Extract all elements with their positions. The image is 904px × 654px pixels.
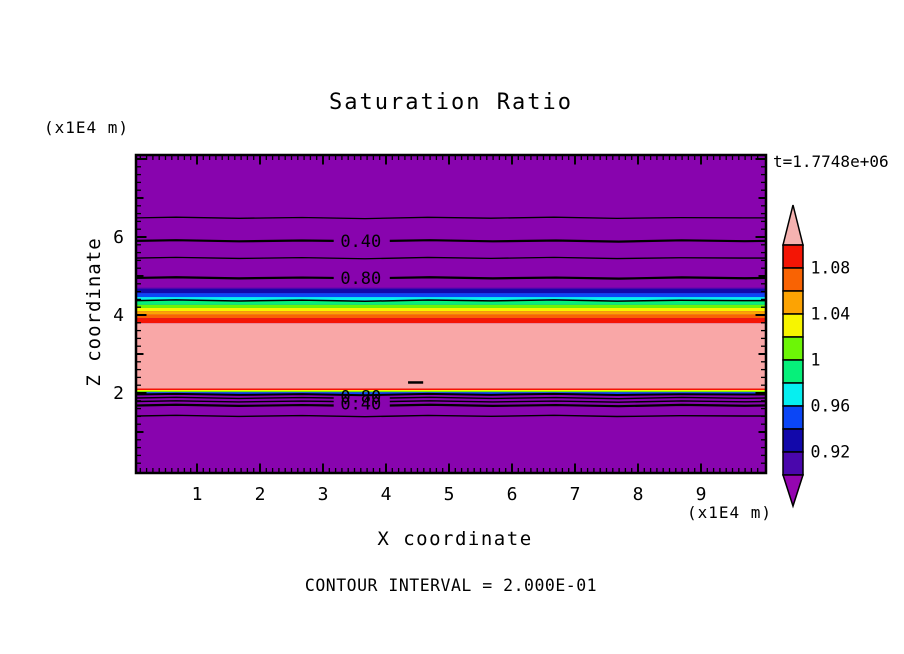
contour-line-0.6-7 xyxy=(389,400,766,403)
contour-line-0.4-1 xyxy=(136,239,334,243)
x-tick-label-5: 5 xyxy=(444,484,455,505)
contour-label-2: 0.80 xyxy=(340,388,381,408)
saturation-band-1 xyxy=(136,289,766,294)
contour-line-0.4-8 xyxy=(389,403,766,408)
saturation-band-6 xyxy=(136,307,766,312)
contour-line-0.4-1 xyxy=(389,239,766,243)
time-annotation: t=1.7748e+06 xyxy=(773,152,889,171)
saturation-band-8 xyxy=(136,314,766,319)
colorbar-cell-2 xyxy=(782,290,804,315)
colorbar-over-arrow xyxy=(782,204,804,246)
contour-line-0.8-3 xyxy=(136,276,334,280)
contour-line-0.8-6 xyxy=(136,396,334,400)
colorbar-cell-9 xyxy=(782,451,804,476)
x-tick-label-9: 9 xyxy=(696,484,707,505)
saturation-band-4 xyxy=(136,300,766,305)
y-tick-label-6: 6 xyxy=(113,227,124,248)
contour-line-0.2-0 xyxy=(136,216,766,220)
contour-line-0.6-7 xyxy=(136,400,334,403)
x-tick-label-4: 4 xyxy=(381,484,392,505)
contour-line-0.8-6 xyxy=(389,396,766,400)
saturation-band-5 xyxy=(136,304,766,308)
colorbar-cell-5 xyxy=(782,359,804,384)
contour-line-0.4-8 xyxy=(136,403,334,407)
contour-label-3: 0.40 xyxy=(340,395,381,415)
saturation-band-11 xyxy=(136,388,766,390)
x-axis-unit-label: (x1E4 m) xyxy=(686,503,772,522)
x-tick-label-1: 1 xyxy=(192,484,203,505)
contour-line-1.0-5 xyxy=(136,392,766,397)
colorbar-label-1: 1 xyxy=(811,351,821,370)
saturation-band-2 xyxy=(136,293,766,298)
colorbar-cell-8 xyxy=(782,428,804,453)
colorbar-under-arrow xyxy=(781,474,805,509)
saturation-band-12 xyxy=(136,389,766,392)
contour-line-0.2-9 xyxy=(136,414,766,418)
x-tick-label-3: 3 xyxy=(318,484,329,505)
colorbar-cell-6 xyxy=(782,382,804,407)
x-tick-label-7: 7 xyxy=(570,484,581,505)
contour-label-1: 0.80 xyxy=(340,269,381,289)
colorbar-label-0.92: 0.92 xyxy=(811,443,851,462)
saturation-band-3 xyxy=(136,297,766,301)
colorbar-label-1.04: 1.04 xyxy=(811,305,851,324)
saturation-band-10 xyxy=(136,323,766,389)
saturation-band-0 xyxy=(136,287,766,290)
saturation-band-9 xyxy=(136,318,766,324)
colorbar-label-0.96: 0.96 xyxy=(811,397,851,416)
contour-label-0: 0.40 xyxy=(340,232,381,252)
y-tick-label-4: 4 xyxy=(113,305,124,326)
contour-interval-note: CONTOUR INTERVAL = 2.000E-01 xyxy=(304,576,598,595)
x-tick-label-8: 8 xyxy=(633,484,644,505)
plot-title: Saturation Ratio xyxy=(329,90,573,115)
saturation-band-7 xyxy=(136,311,766,315)
colorbar-cell-3 xyxy=(782,313,804,338)
contour-line-1.0-4 xyxy=(136,299,766,303)
colorbar-cell-1 xyxy=(782,267,804,292)
contour-line-0.8-3 xyxy=(389,276,766,280)
colorbar-cell-4 xyxy=(782,336,804,361)
x-tick-label-2: 2 xyxy=(255,484,266,505)
y-tick-label-2: 2 xyxy=(113,383,124,404)
plot-frame xyxy=(134,153,768,475)
y-axis-unit-label: (x1E4 m) xyxy=(44,118,130,137)
colorbar-cell-7 xyxy=(782,405,804,430)
colorbar-cell-0 xyxy=(782,244,804,269)
colorbar-label-1.08: 1.08 xyxy=(811,259,851,278)
x-axis-title: X coordinate xyxy=(377,528,533,550)
contour-line-0.6-2 xyxy=(136,256,766,260)
saturation-band-13 xyxy=(136,391,766,393)
x-tick-label-6: 6 xyxy=(507,484,518,505)
